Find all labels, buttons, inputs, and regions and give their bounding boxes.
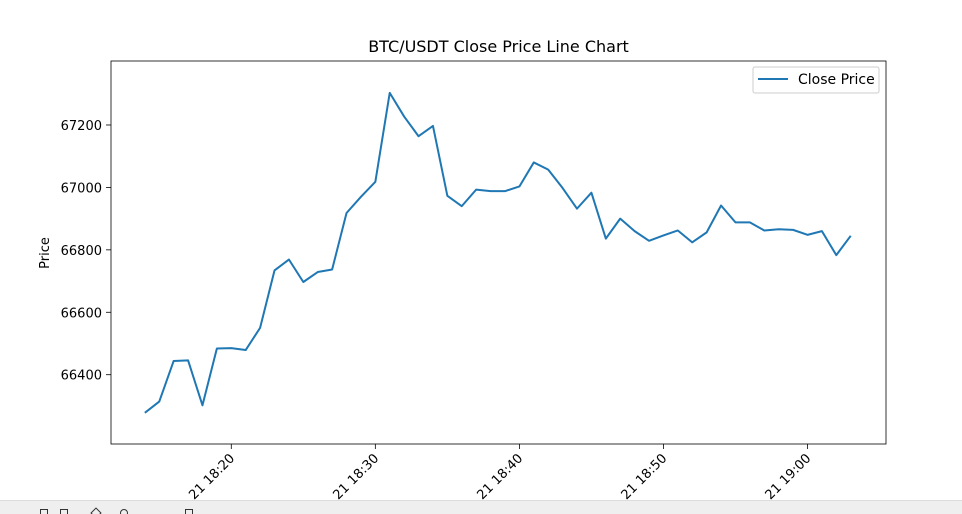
- legend: Close Price: [752, 66, 880, 94]
- y-tick-label: 67200: [61, 119, 102, 134]
- x-tick-label: 21 19:00: [763, 451, 815, 503]
- x-tick-label: 21 18:30: [330, 451, 382, 503]
- x-tick-label: 21 18:40: [474, 451, 526, 503]
- home-icon[interactable]: [40, 509, 48, 514]
- plot-area: [111, 61, 886, 444]
- y-tick-label: 66600: [61, 306, 102, 321]
- save-icon[interactable]: [185, 509, 193, 514]
- toolbar: [0, 500, 962, 514]
- zoom-icon[interactable]: [120, 509, 128, 514]
- y-axis-label: Price: [38, 237, 53, 269]
- series-layer: [144, 91, 852, 414]
- y-tick-label: 66800: [61, 244, 102, 259]
- x-tick-label: 21 18:20: [186, 451, 238, 503]
- legend-box: [752, 66, 880, 94]
- y-tick-label: 66400: [61, 369, 102, 384]
- legend-label: Close Price: [798, 72, 875, 88]
- y-tick-label: 67000: [61, 181, 102, 196]
- forward-icon[interactable]: [90, 507, 102, 514]
- plot-frame: [110, 60, 887, 445]
- x-tick-label: 21 18:50: [619, 451, 671, 503]
- series-line-0: [144, 91, 852, 414]
- back-icon[interactable]: [60, 509, 68, 514]
- chart-title: BTC/USDT Close Price Line Chart: [368, 37, 629, 56]
